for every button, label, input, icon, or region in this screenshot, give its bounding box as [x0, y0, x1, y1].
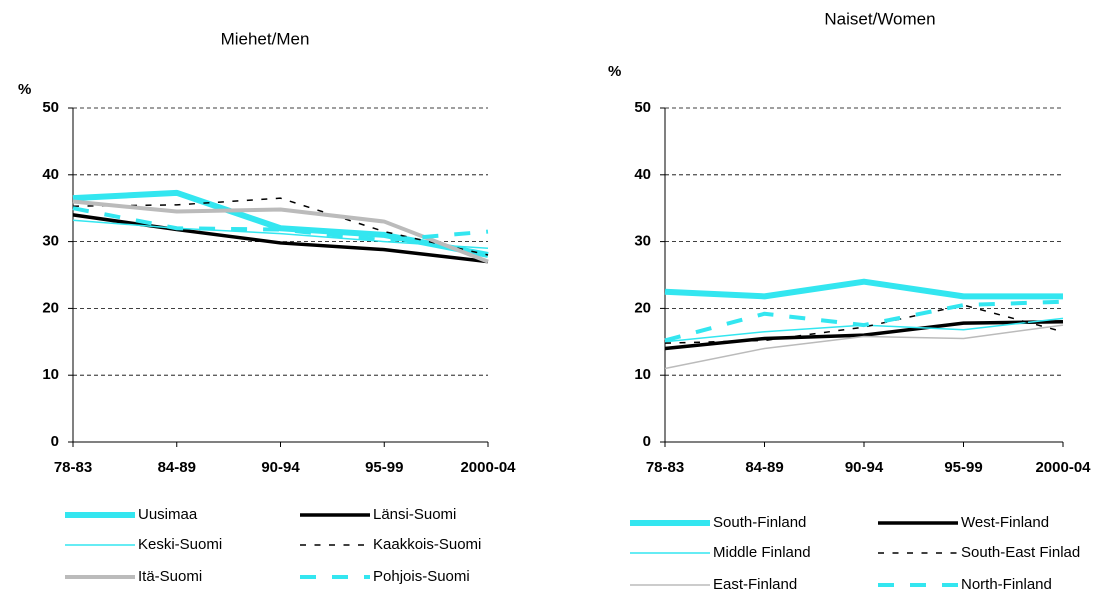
- y-axis-label: %: [18, 81, 31, 98]
- y-tick-label: 20: [634, 299, 651, 316]
- x-tick-label: 78-83: [646, 459, 684, 476]
- x-tick-label: 84-89: [745, 459, 783, 476]
- x-tick-label: 95-99: [365, 459, 403, 476]
- series-line: [664, 278, 1063, 300]
- y-tick-label: 10: [42, 366, 59, 383]
- x-tick-label: 78-83: [54, 459, 92, 476]
- y-tick-label: 0: [51, 433, 59, 450]
- series-line: [72, 213, 489, 264]
- x-tick-label: 84-89: [158, 459, 196, 476]
- legend-label: Middle Finland: [713, 544, 811, 561]
- x-tick-label: 90-94: [845, 459, 884, 476]
- legend-label: South-East Finlad: [961, 544, 1080, 561]
- x-tick-label: 90-94: [261, 459, 300, 476]
- legend-label: Länsi-Suomi: [373, 506, 456, 523]
- y-tick-label: 50: [634, 99, 651, 116]
- series-line: [72, 197, 489, 256]
- chart-title: Naiset/Women: [824, 9, 935, 28]
- series-line: [72, 206, 489, 243]
- y-tick-label: 40: [634, 166, 651, 183]
- x-tick-label: 2000-04: [460, 459, 516, 476]
- y-tick-label: 0: [643, 433, 651, 450]
- legend-label: Itä-Suomi: [138, 568, 202, 585]
- series-line: [664, 320, 1064, 351]
- x-tick-label: 2000-04: [1035, 459, 1091, 476]
- legend-label: East-Finland: [713, 576, 797, 593]
- series-line: [72, 189, 489, 258]
- legend-label: North-Finland: [961, 576, 1052, 593]
- x-tick-label: 95-99: [944, 459, 982, 476]
- y-tick-label: 30: [42, 233, 59, 250]
- y-tick-label: 20: [42, 299, 59, 316]
- legend-label: Uusimaa: [138, 506, 198, 523]
- chart-title: Miehet/Men: [221, 29, 310, 48]
- series-line: [664, 299, 1064, 343]
- y-axis-label: %: [608, 63, 621, 80]
- series-line: [72, 199, 489, 264]
- series-line: [664, 324, 1064, 370]
- y-tick-label: 50: [42, 99, 59, 116]
- y-tick-label: 30: [634, 233, 651, 250]
- legend-label: Kaakkois-Suomi: [373, 536, 481, 553]
- legend-label: Pohjois-Suomi: [373, 568, 470, 585]
- series-line: [664, 304, 1064, 344]
- y-tick-label: 40: [42, 166, 59, 183]
- legend-label: Keski-Suomi: [138, 536, 222, 553]
- series-line: [72, 219, 489, 250]
- legend-label: West-Finland: [961, 514, 1049, 531]
- legend-label: South-Finland: [713, 514, 806, 531]
- y-tick-label: 10: [634, 366, 651, 383]
